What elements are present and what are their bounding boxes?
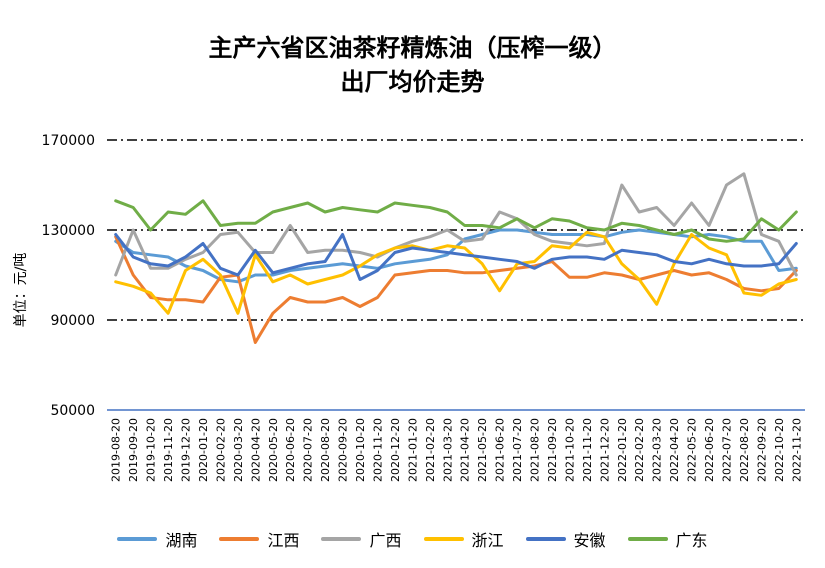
- x-tick-label: 2020-02-20: [214, 418, 227, 482]
- x-tick-label: 2022-07-20: [720, 418, 733, 482]
- legend-item: 安徽: [525, 527, 606, 551]
- x-tick-label: 2019-11-20: [162, 418, 175, 482]
- legend-swatch: [117, 537, 158, 541]
- x-tick-label: 2021-08-20: [529, 418, 542, 482]
- legend-label: 广西: [369, 531, 402, 550]
- x-tick-label: 2021-05-20: [476, 418, 489, 482]
- legend-label: 浙江: [471, 531, 504, 550]
- x-tick-label: 2020-10-20: [354, 418, 367, 482]
- legend-item: 广东: [627, 527, 708, 551]
- x-tick-label: 2021-09-20: [546, 418, 559, 482]
- line-chart: 170000 130000 90000 50000 2019-08-20 2019-09-…: [42, 133, 805, 482]
- y-tick-label: 90000: [50, 313, 95, 329]
- series-line-4: [114, 230, 798, 315]
- x-tick-label: 2022-01-20: [616, 418, 629, 482]
- legend: 湖南 江西 广西 浙江 安徽 广东: [0, 527, 825, 551]
- x-tick-label: 2020-07-20: [302, 418, 315, 482]
- series-line-5: [114, 233, 798, 281]
- series-line-6: [114, 199, 798, 243]
- x-tick-label: 2020-06-20: [284, 418, 297, 482]
- x-tick-label: 2021-04-20: [459, 418, 472, 482]
- x-tick-label: 2019-10-20: [145, 418, 158, 482]
- x-tick-label: 2022-02-20: [633, 418, 646, 482]
- x-tick-label: 2020-01-20: [197, 418, 210, 482]
- y-tick-label: 170000: [42, 133, 95, 149]
- legend-item: 湖南: [117, 527, 197, 551]
- x-tick-label: 2022-06-20: [703, 418, 716, 482]
- x-tick-label: 2021-10-20: [563, 418, 576, 482]
- x-tick-label: 2020-11-20: [371, 418, 384, 482]
- legend-item: 浙江: [423, 527, 504, 551]
- series-line-2: [114, 235, 798, 344]
- legend-swatch: [423, 537, 464, 541]
- x-tick-label: 2021-01-20: [406, 418, 419, 482]
- x-tick-label: 2019-08-20: [110, 418, 123, 482]
- x-tick-label: 2022-03-20: [651, 418, 664, 482]
- legend-label: 江西: [267, 531, 300, 550]
- legend-label: 湖南: [165, 531, 198, 550]
- chart-title-line2: 出厂均价走势: [340, 67, 485, 96]
- x-tick-label: 2019-12-20: [180, 418, 193, 482]
- x-tick-label: 2022-10-20: [773, 418, 786, 482]
- x-tick-label: 2022-08-20: [738, 418, 751, 482]
- legend-swatch: [525, 537, 566, 541]
- legend-label: 广东: [675, 531, 708, 550]
- x-tick-label: 2019-09-20: [127, 418, 140, 482]
- x-tick-label: 2021-11-20: [581, 418, 594, 482]
- legend-label: 安徽: [573, 531, 606, 550]
- series-line-3: [114, 172, 798, 277]
- x-tick-label: 2020-03-20: [232, 418, 245, 482]
- x-tick-label: 2022-11-20: [790, 418, 803, 482]
- x-tick-label: 2022-09-20: [755, 418, 768, 482]
- x-tick-label: 2020-05-20: [267, 418, 280, 482]
- x-tick-label: 2021-12-20: [598, 418, 611, 482]
- x-tick-label: 2021-07-20: [511, 418, 524, 482]
- x-tick-label: 2020-12-20: [389, 418, 402, 482]
- legend-item: 广西: [321, 527, 402, 551]
- legend-swatch: [321, 537, 362, 541]
- x-tick-label: 2021-02-20: [424, 418, 437, 482]
- x-tick-label: 2020-04-20: [249, 418, 262, 482]
- x-tick-label: 2021-06-20: [494, 418, 507, 482]
- x-tick-label: 2021-03-20: [441, 418, 454, 482]
- legend-swatch: [219, 537, 260, 541]
- x-tick-label: 2020-09-20: [337, 418, 350, 482]
- y-tick-label: 130000: [42, 223, 95, 239]
- x-tick-label: 2022-04-20: [668, 418, 681, 482]
- y-tick-label: 50000: [50, 403, 95, 419]
- chart-title-line1: 主产六省区油茶籽精炼油（压榨一级）: [208, 33, 617, 62]
- legend-item: 江西: [219, 527, 299, 551]
- legend-swatch: [627, 537, 668, 541]
- x-tick-label: 2020-08-20: [319, 418, 332, 482]
- x-tick-label: 2022-05-20: [686, 418, 699, 482]
